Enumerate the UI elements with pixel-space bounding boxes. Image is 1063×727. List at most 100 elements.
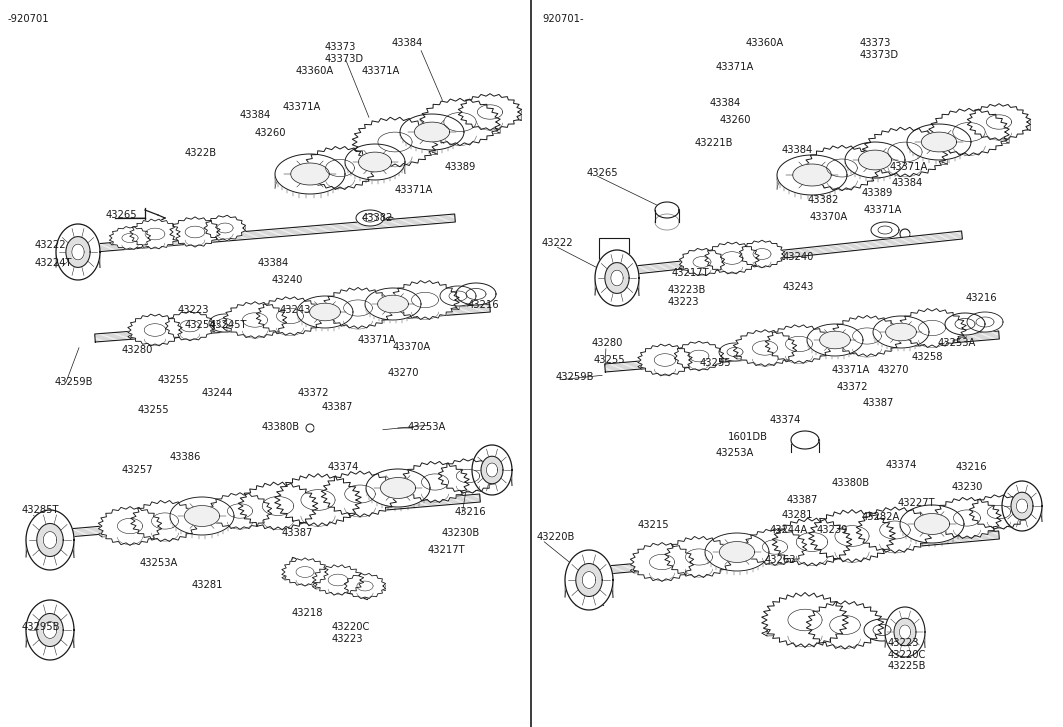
Polygon shape (472, 445, 512, 495)
Text: 43265: 43265 (106, 210, 137, 220)
Polygon shape (131, 500, 199, 542)
Polygon shape (831, 316, 904, 349)
Text: 43255: 43255 (701, 358, 731, 368)
Polygon shape (809, 510, 895, 552)
Polygon shape (862, 127, 948, 177)
Polygon shape (238, 482, 318, 520)
Text: 43216: 43216 (455, 507, 487, 517)
Text: 43270: 43270 (388, 368, 420, 378)
Polygon shape (68, 494, 480, 537)
Polygon shape (900, 505, 964, 537)
Text: 43223
43220C
43225B: 43223 43220C 43225B (888, 638, 927, 671)
Polygon shape (297, 296, 353, 328)
Polygon shape (37, 523, 63, 556)
Polygon shape (674, 341, 724, 371)
Polygon shape (344, 574, 386, 593)
Text: 43222: 43222 (35, 240, 67, 250)
Polygon shape (740, 240, 784, 268)
Polygon shape (274, 474, 361, 516)
Text: 43220B: 43220B (537, 532, 575, 542)
Text: 43384: 43384 (710, 98, 741, 108)
Polygon shape (98, 507, 162, 537)
Polygon shape (857, 507, 933, 553)
Text: 43281: 43281 (782, 510, 813, 520)
Text: 43230: 43230 (952, 482, 983, 492)
Polygon shape (566, 550, 613, 598)
Polygon shape (56, 224, 100, 268)
Polygon shape (630, 542, 694, 573)
Text: 43387: 43387 (322, 402, 353, 412)
Text: 43253A: 43253A (140, 558, 179, 568)
Polygon shape (605, 262, 629, 294)
Polygon shape (223, 302, 287, 331)
Polygon shape (762, 593, 848, 636)
Text: 43216: 43216 (966, 293, 997, 303)
Polygon shape (391, 281, 459, 319)
Polygon shape (806, 601, 883, 649)
Polygon shape (480, 457, 503, 483)
Polygon shape (630, 542, 694, 582)
Polygon shape (365, 288, 421, 315)
Polygon shape (420, 98, 501, 145)
Text: 43295B: 43295B (22, 622, 61, 632)
Text: 43227T: 43227T (898, 498, 935, 508)
Polygon shape (845, 142, 905, 172)
Polygon shape (56, 224, 100, 280)
Text: 43253A: 43253A (938, 338, 977, 348)
Polygon shape (705, 242, 759, 267)
Polygon shape (576, 563, 603, 596)
Text: 43384: 43384 (392, 38, 423, 48)
Polygon shape (204, 215, 246, 241)
Text: 43255: 43255 (158, 375, 189, 385)
Text: 43387: 43387 (787, 495, 819, 505)
Polygon shape (321, 471, 399, 517)
Polygon shape (900, 505, 964, 543)
Polygon shape (583, 571, 595, 588)
Polygon shape (345, 144, 405, 180)
Polygon shape (871, 222, 899, 238)
Text: 4322B: 4322B (185, 148, 217, 158)
Polygon shape (297, 296, 353, 323)
Polygon shape (321, 471, 399, 508)
Polygon shape (438, 459, 497, 486)
Polygon shape (807, 324, 863, 356)
Polygon shape (98, 507, 162, 545)
Polygon shape (807, 324, 863, 351)
Bar (598, 238, 629, 286)
Polygon shape (765, 325, 832, 356)
Polygon shape (287, 558, 372, 600)
Polygon shape (1002, 481, 1042, 522)
Polygon shape (95, 304, 490, 342)
Text: -920701: -920701 (9, 14, 50, 24)
Polygon shape (170, 217, 220, 240)
Polygon shape (733, 330, 796, 359)
Text: 43223: 43223 (178, 305, 209, 315)
Polygon shape (635, 231, 962, 274)
Polygon shape (1016, 499, 1028, 513)
Polygon shape (898, 309, 966, 348)
Text: 43382: 43382 (808, 195, 840, 205)
Text: 43217T: 43217T (428, 545, 466, 555)
Text: 43254: 43254 (185, 320, 217, 330)
Text: 43371A: 43371A (890, 162, 928, 172)
Polygon shape (719, 343, 750, 361)
Polygon shape (862, 127, 948, 167)
Polygon shape (679, 249, 725, 276)
Polygon shape (664, 537, 733, 577)
Polygon shape (820, 332, 850, 349)
Polygon shape (772, 518, 851, 566)
Polygon shape (313, 565, 364, 589)
Text: 43253A: 43253A (716, 448, 755, 458)
Polygon shape (381, 478, 416, 499)
Polygon shape (777, 155, 847, 195)
Polygon shape (322, 287, 394, 321)
Polygon shape (793, 164, 831, 186)
Polygon shape (607, 531, 999, 574)
Text: 43258: 43258 (912, 352, 944, 362)
Polygon shape (1002, 481, 1042, 531)
Text: 43371A: 43371A (362, 66, 401, 76)
Text: 43380B: 43380B (832, 478, 871, 488)
Polygon shape (95, 214, 455, 252)
Text: 43384: 43384 (892, 178, 924, 188)
Polygon shape (352, 117, 438, 157)
